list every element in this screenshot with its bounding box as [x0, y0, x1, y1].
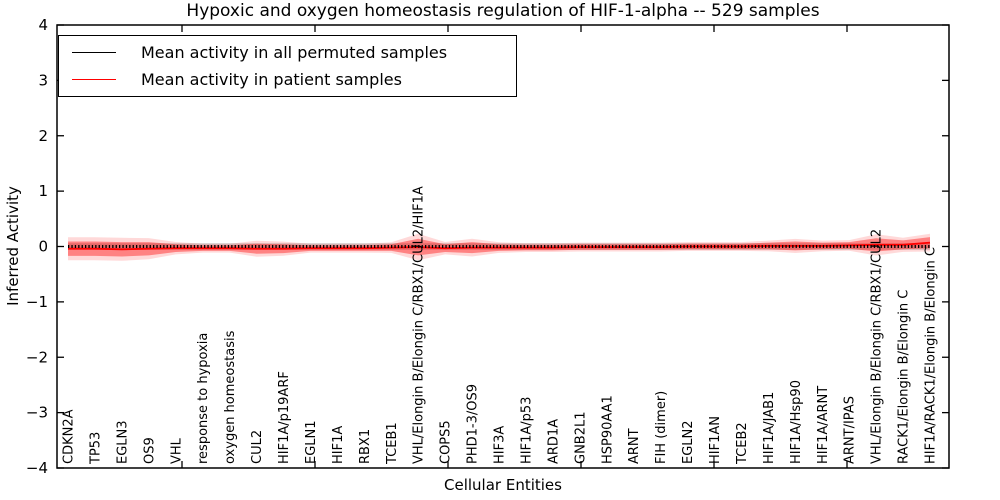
patient-line-sample — [72, 79, 116, 80]
chart-title: Hypoxic and oxygen homeostasis regulatio… — [186, 1, 820, 21]
x-category-label: EGLN2 — [681, 420, 696, 464]
legend-label-patient: Mean activity in patient samples — [141, 70, 402, 89]
x-category-label: VHL/Elongin B/Elongin C/RBX1/CUL2 — [870, 229, 885, 464]
x-category-label: RBX1 — [358, 429, 373, 464]
x-category-label: COPS5 — [439, 420, 454, 464]
x-category-label: ARNT — [627, 428, 642, 464]
permuted-line-sample — [72, 52, 116, 53]
legend: Mean activity in all permuted samples Me… — [58, 35, 517, 97]
y-tick-label: 1 — [38, 182, 48, 200]
y-tick-label: 4 — [38, 16, 48, 34]
x-category-label: EGLN3 — [115, 420, 130, 464]
x-category-label: HIF1A/RACK1/Elongin B/Elongin C — [924, 247, 939, 464]
x-category-label: oxygen homeostasis — [223, 330, 238, 464]
y-tick-label: −1 — [26, 293, 48, 311]
x-category-label: ARNT/IPAS — [843, 396, 858, 464]
x-category-label: PHD1-3/OS9 — [466, 384, 481, 464]
y-tick-label: −4 — [26, 459, 48, 477]
y-tick-label: 0 — [38, 238, 48, 256]
x-category-label: EGLN1 — [304, 420, 319, 464]
x-category-label: OS9 — [142, 437, 157, 464]
y-axis-label: Inferred Activity — [4, 186, 22, 306]
x-axis-label: Cellular Entities — [444, 476, 562, 494]
x-category-label: TP53 — [88, 432, 103, 465]
x-category-label: HIF1AN — [708, 416, 723, 464]
x-category-label: response to hypoxia — [196, 333, 211, 464]
x-category-label: HIF1A/Hsp90 — [789, 380, 804, 464]
x-category-label: HIF1A — [331, 426, 346, 464]
x-category-label: ARD1A — [546, 419, 561, 464]
x-category-label: CDKN2A — [62, 409, 77, 464]
y-tick-label: −2 — [26, 348, 48, 366]
x-category-label: HIF3A — [493, 426, 508, 464]
legend-label-permuted: Mean activity in all permuted samples — [141, 43, 448, 62]
x-category-label: HIF1A/JAB1 — [762, 392, 777, 464]
x-category-label: GNB2L1 — [573, 411, 588, 464]
y-tick-label: −3 — [26, 404, 48, 422]
x-category-label: VHL/Elongin B/Elongin C/RBX1/CUL2/HIF1A — [412, 186, 427, 464]
x-category-label: RACK1/Elongin B/Elongin C — [897, 290, 912, 464]
x-category-label: HSP90AA1 — [600, 395, 615, 464]
y-tick-label: 3 — [38, 71, 48, 89]
x-category-label: VHL — [169, 437, 184, 464]
legend-entry-patient: Mean activity in patient samples — [72, 66, 506, 93]
x-category-label: HIF1A/p19ARF — [277, 371, 292, 464]
x-category-label: HIF1A/p53 — [519, 397, 534, 464]
legend-entry-permuted: Mean activity in all permuted samples — [72, 39, 506, 66]
x-category-label: TCEB1 — [385, 422, 400, 465]
x-category-label: HIF1A/ARNT — [816, 386, 831, 464]
y-tick-label: 2 — [38, 127, 48, 145]
x-category-label: TCEB2 — [735, 422, 750, 465]
x-category-label: CUL2 — [250, 430, 265, 464]
x-category-label: FIH (dimer) — [654, 391, 669, 464]
